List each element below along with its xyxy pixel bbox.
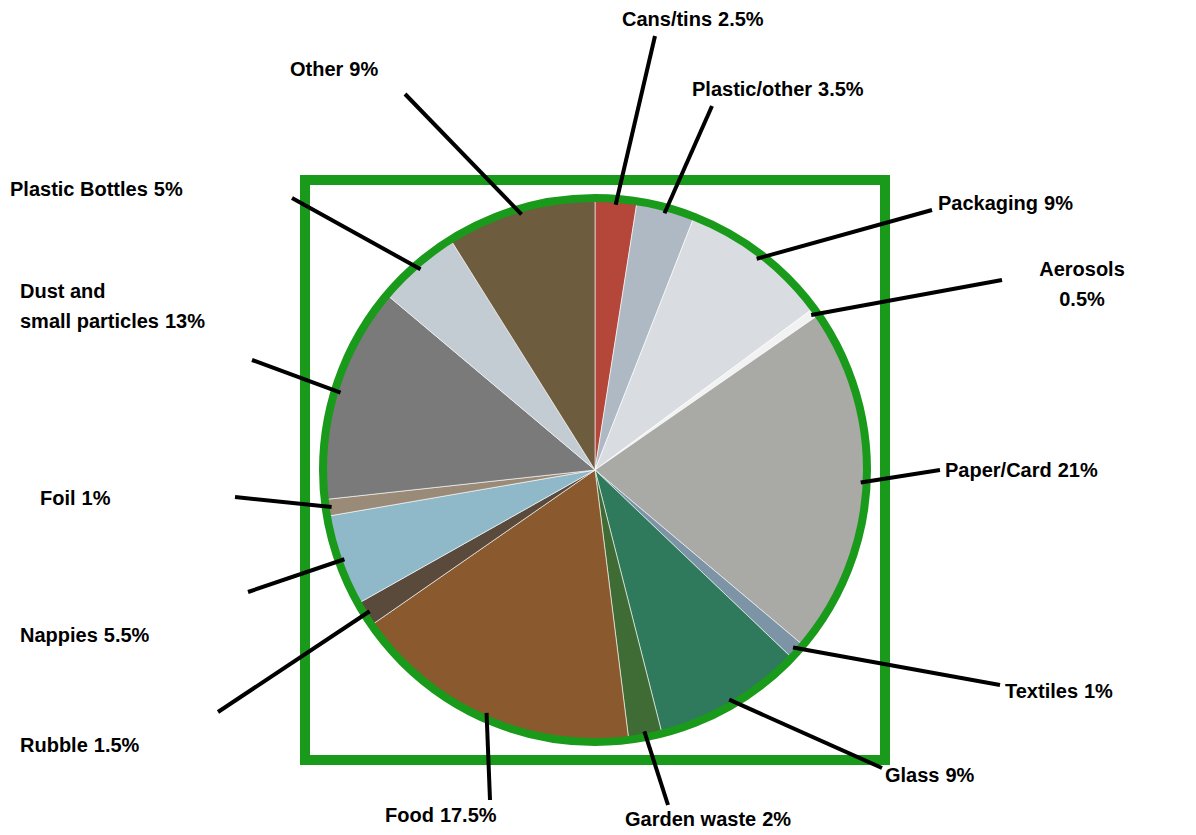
category-label: Aerosols (1039, 258, 1125, 280)
slice-label: Paper/Card 21% (945, 459, 1098, 481)
category-label: Garden waste (625, 808, 756, 830)
category-label: Food (385, 804, 434, 826)
leader-line (616, 36, 655, 205)
slice-label: Packaging 9% (938, 192, 1073, 214)
slice-label: Garden waste 2% (625, 808, 791, 830)
value-label: 3.5% (818, 78, 864, 100)
slice-label: Foil 1% (40, 487, 111, 509)
leader-line (793, 648, 1000, 685)
category-label: Plastic/other (692, 78, 812, 100)
value-label: 1% (82, 487, 111, 509)
category-label: Foil (40, 487, 76, 509)
category-label: Textiles (1005, 680, 1078, 702)
value-label: 2.5% (718, 8, 764, 30)
leader-line (665, 106, 712, 213)
value-label: 0.5% (1059, 288, 1105, 310)
leader-line (757, 210, 932, 259)
category-label: Other (290, 58, 344, 80)
category-label: Cans/tins (622, 8, 712, 30)
pie-slice (451, 198, 595, 470)
pie-border (323, 198, 867, 742)
leader-line (218, 611, 370, 712)
leader-line (861, 470, 940, 482)
leader-lines (218, 36, 1002, 805)
leader-line (248, 559, 344, 592)
slice-label: Glass 9% (885, 764, 975, 786)
leader-line (644, 731, 668, 805)
slice-label: Cans/tins 2.5% (622, 8, 764, 30)
category-label: Rubble (20, 734, 88, 756)
slice-label: Plastic/other 3.5% (692, 78, 864, 100)
category-label: Packaging (938, 192, 1038, 214)
slice-label: Food 17.5% (385, 804, 497, 826)
leader-line (235, 497, 332, 507)
category-label: Plastic Bottles (10, 178, 148, 200)
value-label: 17.5% (440, 804, 497, 826)
leader-line (811, 280, 1002, 315)
category-label: Glass (885, 764, 939, 786)
value-label: 1% (1084, 680, 1113, 702)
leader-line (729, 700, 882, 768)
value-label: 9% (945, 764, 974, 786)
leader-line (405, 94, 522, 214)
slice-label: Rubble 1.5% (20, 734, 140, 756)
leader-line (252, 360, 341, 393)
chart: Cans/tins 2.5% Plastic/other 3.5% Packaging 9… (0, 0, 1196, 835)
category-label: Nappies (20, 624, 98, 646)
pie (323, 198, 867, 742)
labels: Cans/tins 2.5% Plastic/other 3.5% Packaging 9… (10, 8, 1125, 830)
slice-label: Textiles 1% (1005, 680, 1113, 702)
leader-line (292, 198, 421, 269)
value-label: 9% (1044, 192, 1073, 214)
value-label: 13% (165, 310, 205, 332)
slice-label: Aerosols 0.5% (1039, 258, 1125, 310)
category-label: Dust and (20, 280, 106, 302)
slice-label: Plastic Bottles 5% (10, 178, 183, 200)
slice-label: Dust and small particles 13% (20, 280, 205, 332)
category-label: Paper/Card (945, 459, 1052, 481)
value-label: 2% (762, 808, 791, 830)
value-label: 9% (349, 58, 378, 80)
value-label: 1.5% (94, 734, 140, 756)
frame (305, 180, 885, 760)
slice-label: Nappies 5.5% (20, 624, 150, 646)
value-label: 21% (1058, 459, 1098, 481)
leader-line (487, 713, 490, 800)
value-label: 5.5% (104, 624, 150, 646)
value-label: 5% (154, 178, 183, 200)
slice-label: Other9% (290, 58, 378, 80)
category-label: small particles (20, 310, 159, 332)
